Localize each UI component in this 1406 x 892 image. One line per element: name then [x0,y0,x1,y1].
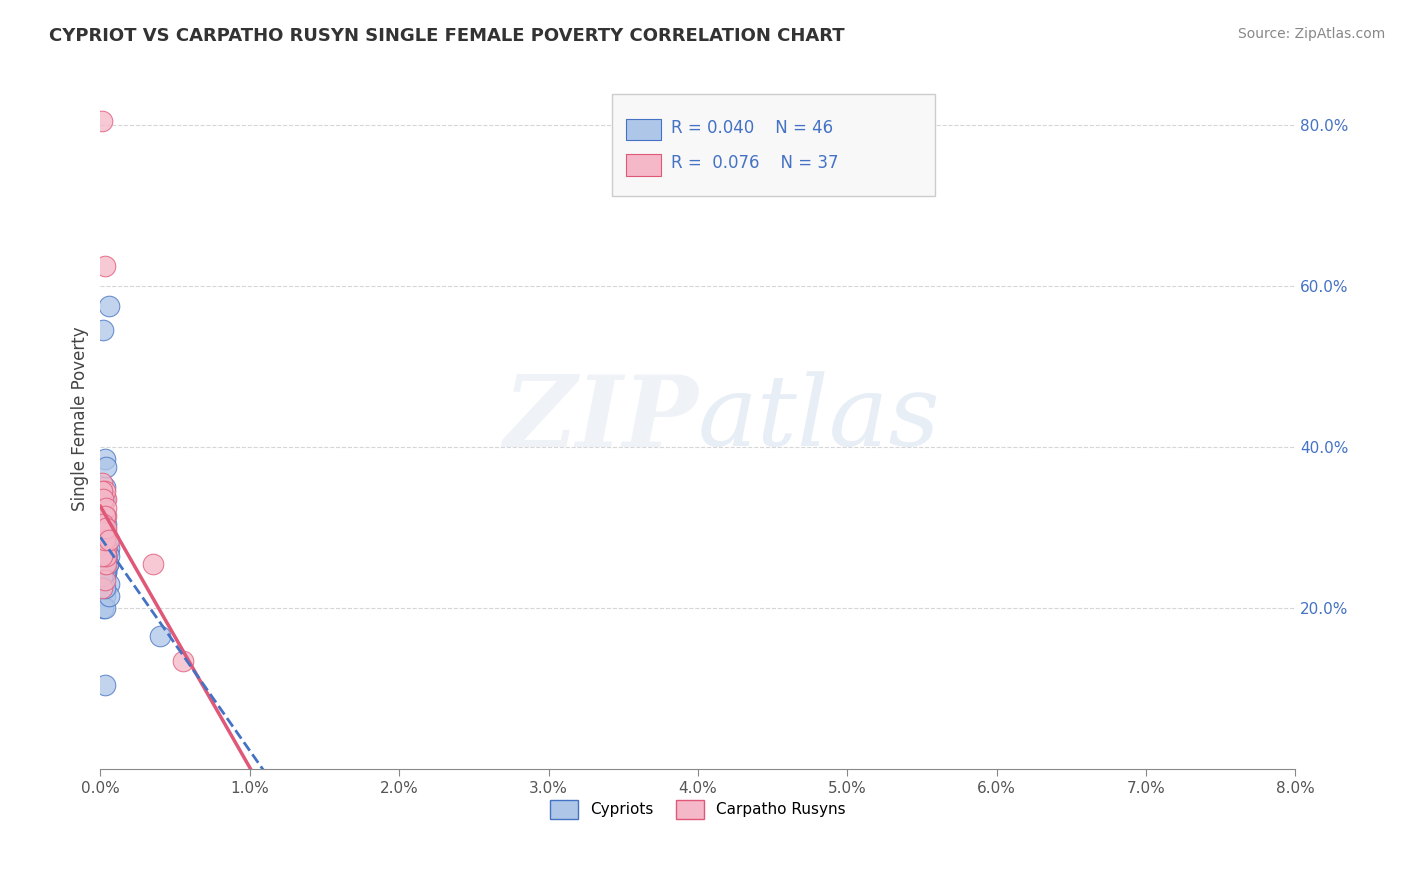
Point [90,557,112,571]
Point [91,537,114,551]
Point [94,557,117,571]
Point [91,516,114,531]
Point [98,549,121,563]
Point [94,553,117,567]
Point [94,678,117,692]
Point [96,521,118,535]
Point [94,589,117,603]
Point [94,492,117,507]
Point [98,533,121,547]
Point [90,114,112,128]
Point [91,533,114,547]
Point [94,508,117,523]
Point [90,557,112,571]
Point [90,524,112,539]
Point [96,549,118,563]
Point [96,541,118,555]
Point [94,259,117,273]
Y-axis label: Single Female Poverty: Single Female Poverty [72,326,89,511]
Point [90,581,112,595]
Point [91,500,114,515]
Point [91,323,114,337]
Point [149,629,172,643]
Point [96,561,118,575]
Text: Source: ZipAtlas.com: Source: ZipAtlas.com [1237,27,1385,41]
Point [91,557,114,571]
Point [90,504,112,518]
Point [94,549,117,563]
Text: atlas: atlas [697,371,941,467]
Point [90,541,112,555]
Point [94,541,117,555]
Point [91,524,114,539]
Point [172,654,194,668]
Point [96,565,118,579]
Point [90,524,112,539]
Point [91,529,114,543]
Point [94,573,117,587]
Point [91,492,114,507]
Point [91,557,114,571]
Point [96,565,118,579]
Point [96,524,118,539]
Point [94,480,117,494]
Text: R =  0.076    N = 37: R = 0.076 N = 37 [671,154,838,172]
Point [96,549,118,563]
Point [97,557,120,571]
Point [96,549,118,563]
Point [96,557,118,571]
Point [142,557,165,571]
Text: CYPRIOT VS CARPATHO RUSYN SINGLE FEMALE POVERTY CORRELATION CHART: CYPRIOT VS CARPATHO RUSYN SINGLE FEMALE … [49,27,845,45]
Point [91,541,114,555]
Point [96,541,118,555]
Point [91,601,114,615]
Point [91,524,114,539]
Point [91,516,114,531]
Point [97,533,120,547]
Point [94,581,117,595]
Point [94,601,117,615]
Point [94,452,117,467]
Point [96,516,118,531]
Point [96,508,118,523]
Point [90,549,112,563]
Point [90,516,112,531]
Point [90,549,112,563]
Point [90,569,112,583]
Point [94,508,117,523]
Point [98,589,121,603]
Point [91,524,114,539]
Point [91,541,114,555]
Point [98,299,121,313]
Point [91,573,114,587]
Point [90,533,112,547]
Point [97,545,120,559]
Point [90,476,112,491]
Point [96,460,118,475]
Point [94,565,117,579]
Point [97,557,120,571]
Point [96,492,118,507]
Legend: Cypriots, Carpatho Rusyns: Cypriots, Carpatho Rusyns [544,794,852,825]
Point [96,541,118,555]
Point [90,533,112,547]
Text: ZIP: ZIP [503,371,697,467]
Point [91,533,114,547]
Point [98,577,121,591]
Point [90,484,112,499]
Point [96,500,118,515]
Point [94,524,117,539]
Point [94,533,117,547]
Point [98,541,121,555]
Text: R = 0.040    N = 46: R = 0.040 N = 46 [671,119,832,136]
Point [94,484,117,499]
